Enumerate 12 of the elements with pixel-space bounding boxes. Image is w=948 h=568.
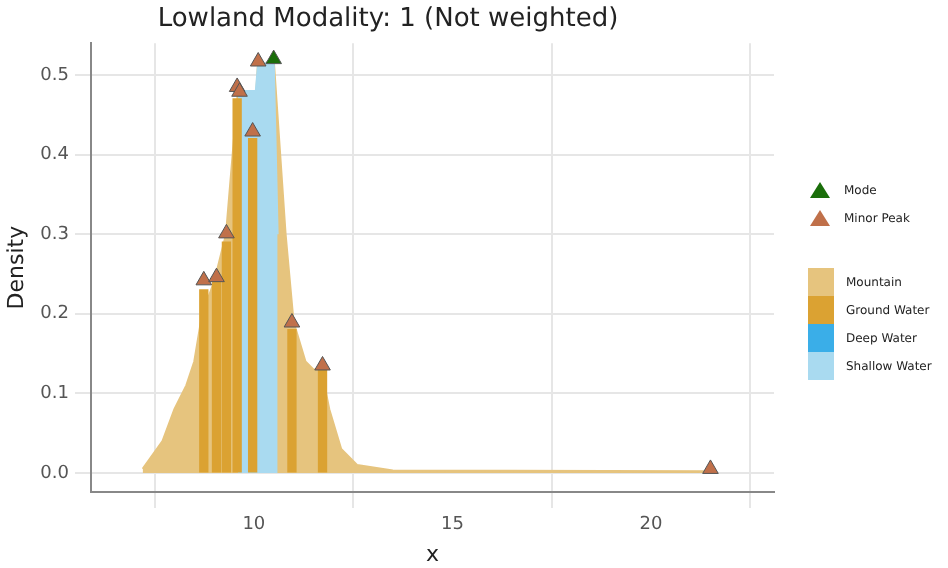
x-axis-title: x [426,540,440,567]
y-tick-label: 0.1 [40,384,70,405]
y-axis-title: Density [2,224,29,310]
x-tick-label: 20 [639,515,663,536]
y-tick-label: 0.3 [40,224,70,245]
y-tick-label: 0.2 [40,304,70,325]
x-tick-label: 15 [440,515,464,536]
y-tick-label: 0.4 [40,145,70,166]
chart-title: Lowland Modality: 1 (Not weighted) [157,4,619,35]
x-tick-label: 10 [242,515,266,536]
y-tick-label: 0.0 [40,463,70,484]
y-tick-label: 0.5 [40,65,70,86]
